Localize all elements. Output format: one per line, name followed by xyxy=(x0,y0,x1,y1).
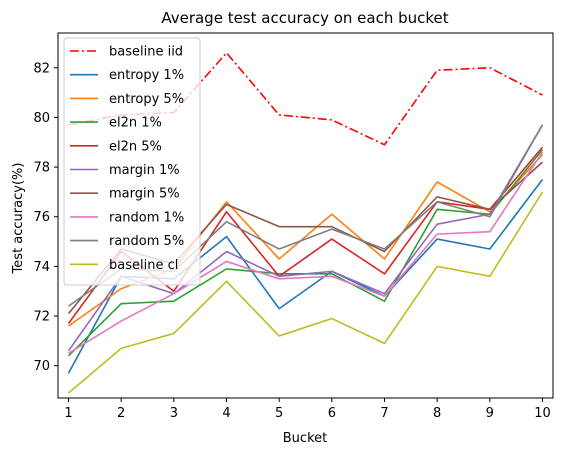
legend-label-2: entropy 5% xyxy=(109,92,184,107)
x-tick-label: 7 xyxy=(380,406,388,421)
x-tick-label: 3 xyxy=(170,406,178,421)
x-axis-label: Bucket xyxy=(283,431,327,446)
plot-area xyxy=(67,52,544,394)
y-tick-label: 74 xyxy=(33,260,50,275)
axes-frame xyxy=(57,32,554,399)
legend-label-1: entropy 1% xyxy=(109,68,184,83)
legend-label-3: el2n 1% xyxy=(109,116,162,131)
y-tick-label: 70 xyxy=(33,359,50,374)
legend-label-4: el2n 5% xyxy=(109,139,162,154)
y-tick-label: 72 xyxy=(33,310,50,325)
legend: baseline iid entropy 1% entropy 5% el2n 1% e… xyxy=(63,37,201,286)
series-line-7 xyxy=(68,151,544,354)
legend-label-5: margin 1% xyxy=(109,163,180,178)
x-tick-label: 5 xyxy=(275,406,283,421)
y-tick-label: 78 xyxy=(33,161,50,176)
x-tick-label: 6 xyxy=(328,406,336,421)
x-tick-label: 10 xyxy=(534,406,551,421)
legend-label-9: baseline cl xyxy=(109,258,178,273)
y-axis-label: Test accuracy(%) xyxy=(11,163,26,275)
x-tick-label: 8 xyxy=(433,406,441,421)
legend-box xyxy=(63,37,201,286)
legend-label-0: baseline iid xyxy=(109,45,183,60)
y-tick-label: 82 xyxy=(33,61,50,76)
y-tick-label: 76 xyxy=(33,210,50,225)
x-tick-label: 1 xyxy=(64,406,72,421)
y-tick-label: 80 xyxy=(33,111,50,126)
chart-title: Average test accuracy on each bucket xyxy=(161,9,448,27)
x-tick-label: 9 xyxy=(486,406,494,421)
x-tick-label: 4 xyxy=(222,406,230,421)
x-tick-label: 2 xyxy=(117,406,125,421)
series-line-0 xyxy=(68,52,543,146)
series-line-9 xyxy=(68,191,544,394)
legend-label-6: margin 5% xyxy=(109,187,180,202)
legend-label-7: random 1% xyxy=(109,210,184,225)
legend-label-8: random 5% xyxy=(109,234,184,249)
